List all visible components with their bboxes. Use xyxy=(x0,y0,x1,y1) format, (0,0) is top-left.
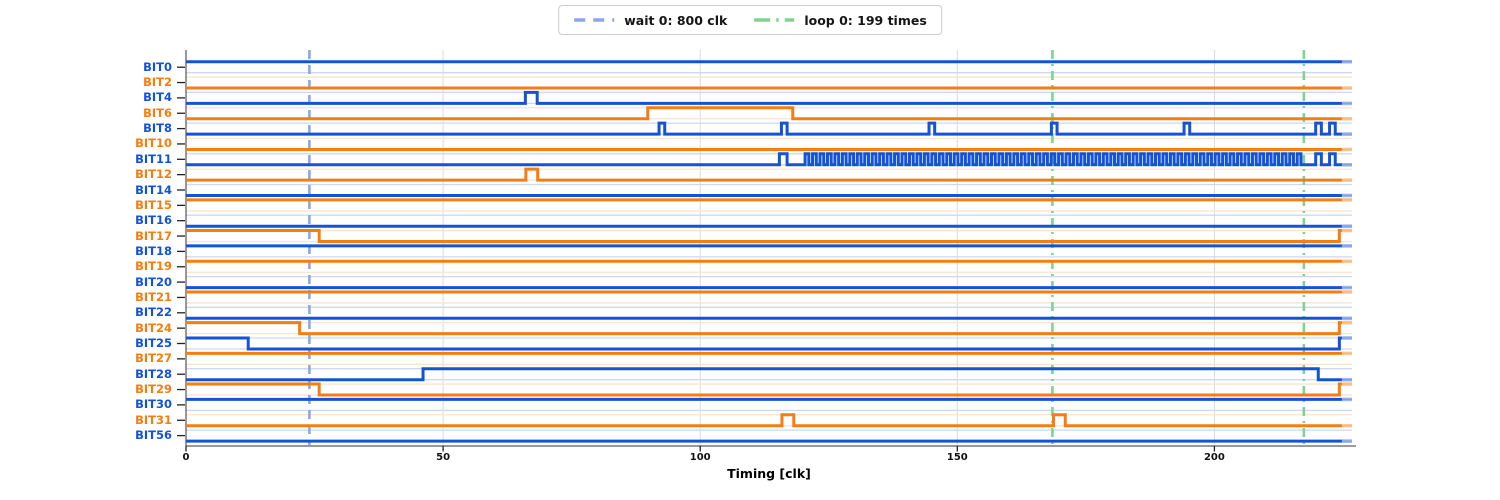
signal-label-bit29: BIT29 xyxy=(135,382,172,397)
signal-label-bit56: BIT56 xyxy=(135,428,172,443)
waveform-bit4 xyxy=(186,90,1342,105)
signal-label-bit28: BIT28 xyxy=(135,366,172,381)
signal-label-bit12: BIT12 xyxy=(135,167,172,182)
signal-label-bit17: BIT17 xyxy=(135,228,172,243)
waveform-bit6 xyxy=(186,106,1342,121)
x-tick-label-50: 50 xyxy=(436,452,451,463)
waveform-bit11 xyxy=(186,152,1342,167)
x-tick-label-200: 200 xyxy=(1203,452,1225,463)
signal-label-bit21: BIT21 xyxy=(135,289,172,304)
signal-label-bit10: BIT10 xyxy=(135,136,172,151)
legend: wait 0: 800 clk loop 0: 199 times xyxy=(558,5,942,35)
x-tick-label-100: 100 xyxy=(689,452,711,463)
loop-line-dashdot-icon xyxy=(754,18,795,22)
signal-label-bit25: BIT25 xyxy=(135,336,172,350)
signal-label-bit20: BIT20 xyxy=(135,274,172,289)
waveform-bit12 xyxy=(186,167,1342,182)
signal-label-bit0: BIT0 xyxy=(143,59,172,74)
waveform-bit17 xyxy=(186,229,1342,244)
waveform-bit24 xyxy=(186,321,1342,336)
waveform-bit8 xyxy=(186,121,1342,136)
signal-label-bit6: BIT6 xyxy=(143,105,172,120)
signal-label-bit18: BIT18 xyxy=(135,243,172,258)
legend-item-wait: wait 0: 800 clk xyxy=(573,13,727,28)
signal-label-bit8: BIT8 xyxy=(143,121,172,136)
waveform-bit31 xyxy=(186,413,1342,428)
legend-label-loop: loop 0: 199 times xyxy=(804,12,927,28)
signal-label-bit4: BIT4 xyxy=(143,90,172,105)
signal-label-bit24: BIT24 xyxy=(135,320,172,335)
signal-label-bit30: BIT30 xyxy=(135,397,172,412)
signal-label-bit11: BIT11 xyxy=(135,151,172,166)
signal-label-bit31: BIT31 xyxy=(135,412,172,427)
legend-label-wait: wait 0: 800 clk xyxy=(624,12,728,28)
signal-label-bit16: BIT16 xyxy=(135,213,172,228)
waveform-bit28 xyxy=(186,367,1342,382)
legend-item-loop: loop 0: 199 times xyxy=(753,12,927,28)
waveform-bit29 xyxy=(186,382,1342,397)
x-axis-label: Timing [clk] xyxy=(727,466,811,481)
signal-label-bit14: BIT14 xyxy=(135,182,172,197)
signal-label-bit15: BIT15 xyxy=(135,197,172,212)
signal-label-bit2: BIT2 xyxy=(143,75,172,90)
wait-line-dashed-icon xyxy=(574,18,615,22)
x-tick-label-0: 0 xyxy=(182,452,190,463)
signal-label-bit22: BIT22 xyxy=(135,305,172,320)
signal-label-bit19: BIT19 xyxy=(135,259,172,274)
x-tick-label-150: 150 xyxy=(946,452,968,463)
signal-label-bit27: BIT27 xyxy=(135,351,172,366)
waveform-bit25 xyxy=(186,336,1342,351)
